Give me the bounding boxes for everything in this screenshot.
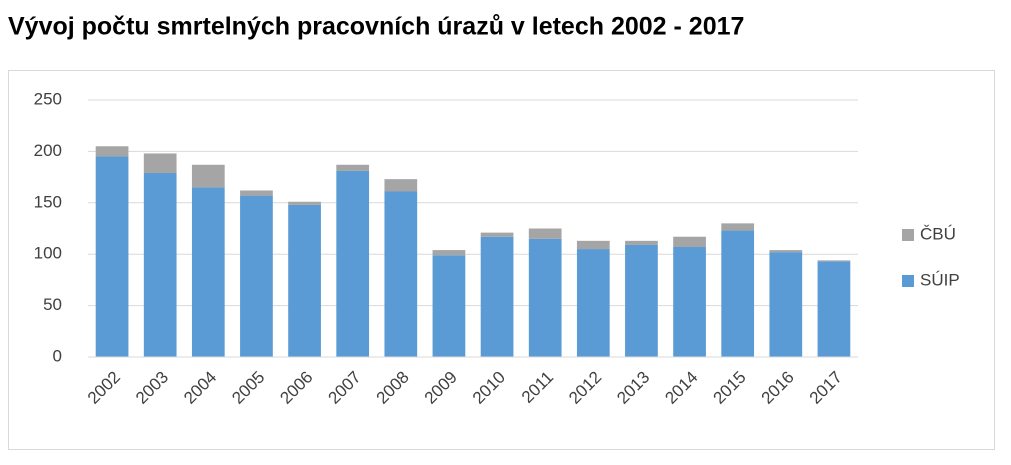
bar-segment xyxy=(191,187,225,357)
bar-segment xyxy=(721,223,755,231)
bar-segment xyxy=(769,250,803,253)
bar-segment xyxy=(336,164,370,171)
bar-segment xyxy=(143,153,177,173)
y-tick-label: 50 xyxy=(43,295,62,314)
y-tick-label: 200 xyxy=(34,141,62,160)
bar-segment xyxy=(240,195,273,357)
bar-segment xyxy=(721,230,755,357)
bar-segment xyxy=(576,240,610,250)
bar-segment xyxy=(576,249,610,357)
bar-segment xyxy=(480,232,514,237)
bar-segment xyxy=(191,164,225,188)
bar-segment xyxy=(384,179,418,192)
bar-segment xyxy=(769,252,803,357)
chart-title: Vývoj počtu smrtelných pracovních úrazů … xyxy=(8,13,744,41)
bar-segment xyxy=(625,240,658,245)
y-tick-label: 250 xyxy=(34,89,62,108)
bar-segment xyxy=(240,190,273,196)
legend-label: ČBÚ xyxy=(920,224,956,243)
bar-segment xyxy=(480,236,514,357)
y-tick-label: 0 xyxy=(53,346,62,365)
bar-segment xyxy=(817,260,851,262)
legend-swatch xyxy=(902,275,914,287)
bar-segment xyxy=(336,170,370,357)
bar-segment xyxy=(432,250,466,256)
y-tick-label: 100 xyxy=(34,244,62,263)
bar-segment xyxy=(625,244,658,357)
bar-segment xyxy=(288,204,321,357)
bar-segment xyxy=(528,238,562,357)
bar-segment xyxy=(288,201,321,205)
y-tick-label: 150 xyxy=(34,192,62,211)
bar-segment xyxy=(432,255,466,357)
bar-segment xyxy=(143,172,177,357)
bar-segment xyxy=(95,156,129,357)
bar-segment xyxy=(95,146,129,157)
bar-segment xyxy=(384,191,418,357)
legend-label: SÚIP xyxy=(920,270,960,289)
legend-swatch xyxy=(902,229,914,241)
bar-segment xyxy=(673,247,706,357)
bar-segment xyxy=(673,236,706,248)
bar-segment xyxy=(528,228,562,239)
bar-segment xyxy=(817,261,851,357)
